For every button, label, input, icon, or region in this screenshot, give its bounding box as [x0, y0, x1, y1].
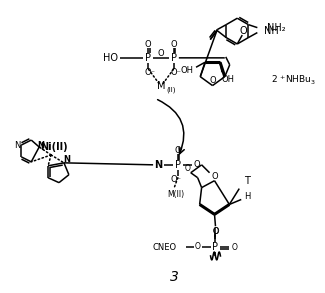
Text: OH: OH — [222, 75, 235, 84]
Text: N: N — [154, 160, 162, 170]
Text: O: O — [175, 146, 181, 156]
Text: OH: OH — [181, 66, 194, 75]
Text: O: O — [195, 241, 201, 251]
Text: O: O — [158, 50, 164, 58]
Text: HO: HO — [103, 53, 118, 63]
FancyArrowPatch shape — [158, 100, 184, 154]
Text: O: O — [185, 164, 191, 173]
Text: M(II): M(II) — [167, 190, 184, 199]
Text: O⁻: O⁻ — [170, 175, 181, 184]
Text: O: O — [213, 227, 218, 236]
Text: O: O — [145, 40, 151, 50]
Text: O⁻: O⁻ — [145, 68, 156, 77]
Text: O⁻: O⁻ — [170, 68, 181, 77]
Text: O: O — [240, 26, 247, 36]
Text: NH: NH — [264, 25, 279, 36]
Text: O: O — [212, 227, 219, 236]
Text: 2 $^{+}$NHBu$_{3}$: 2 $^{+}$NHBu$_{3}$ — [271, 74, 316, 87]
Text: M: M — [157, 81, 165, 91]
Text: P: P — [171, 53, 177, 63]
Text: 3: 3 — [170, 270, 179, 284]
Text: O: O — [171, 40, 177, 50]
Text: O: O — [193, 160, 200, 169]
Text: P: P — [145, 53, 151, 63]
Text: (II): (II) — [166, 86, 176, 93]
Text: Ni(II): Ni(II) — [40, 142, 68, 152]
Text: T: T — [244, 176, 250, 186]
Text: O: O — [209, 76, 216, 85]
Text: CNEO: CNEO — [153, 243, 177, 251]
Text: O: O — [211, 172, 218, 181]
Text: O: O — [231, 243, 237, 251]
Text: P: P — [213, 242, 218, 252]
Text: N: N — [63, 155, 71, 164]
Text: P: P — [175, 160, 181, 170]
Text: H: H — [244, 192, 250, 201]
Text: NH₂: NH₂ — [267, 23, 286, 33]
Text: N: N — [14, 141, 20, 149]
Text: N: N — [38, 141, 45, 149]
